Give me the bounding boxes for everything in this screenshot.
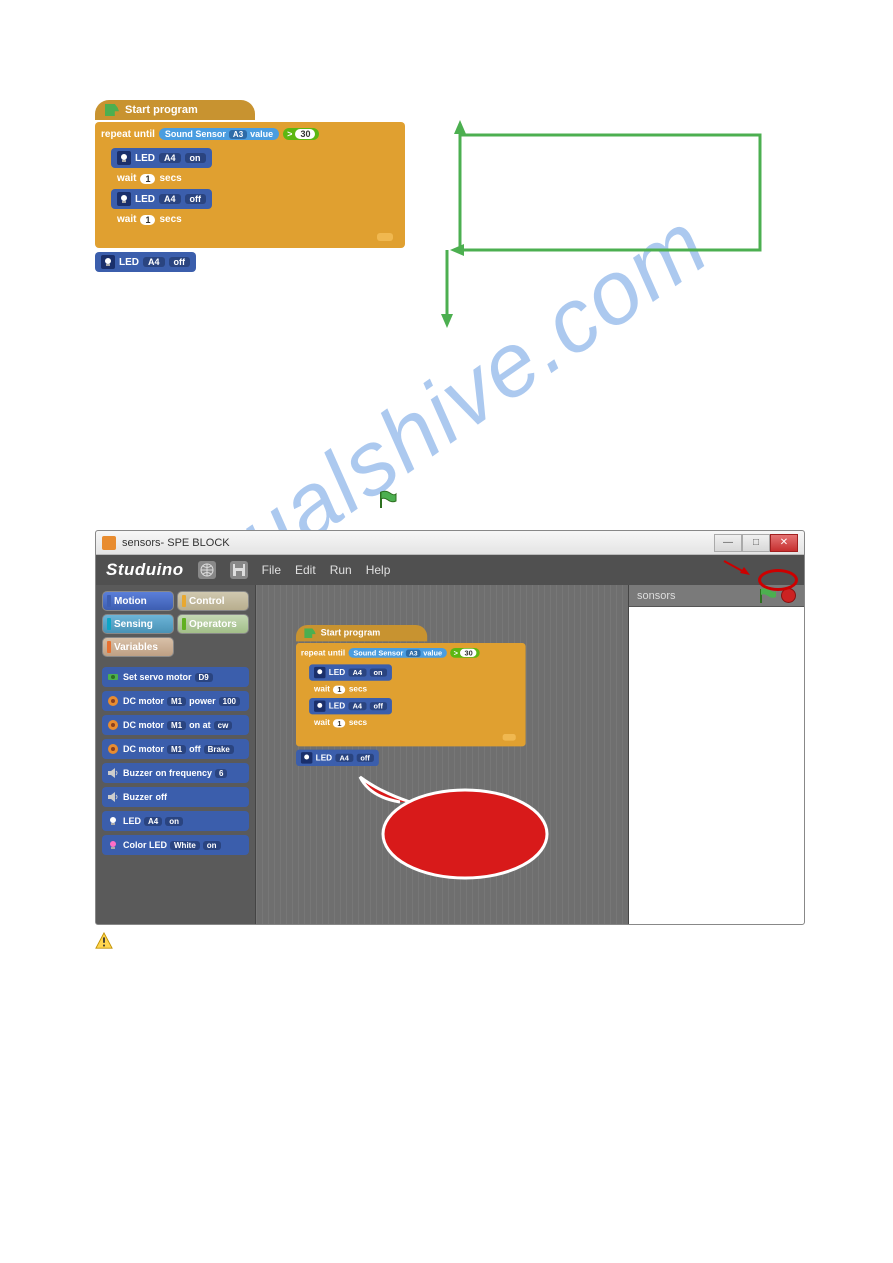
menu-help[interactable]: Help <box>366 563 391 577</box>
red-circle-annotation <box>758 569 798 591</box>
palette-block-5[interactable]: Buzzeroff <box>102 787 249 807</box>
cat-variables-label: Variables <box>114 642 158 653</box>
palette-block-2[interactable]: DC motorM1on atcw <box>102 715 249 735</box>
palette-block-3[interactable]: DC motorM1offBrake <box>102 739 249 759</box>
led-state-off: off <box>185 194 207 204</box>
save-icon[interactable] <box>230 561 248 579</box>
palette-block-0[interactable]: Set servo motorD9 <box>102 667 249 687</box>
minimize-button[interactable]: — <box>714 534 742 552</box>
led-off2[interactable]: LED A4 off <box>309 698 392 714</box>
cat-sensing-label: Sensing <box>114 619 153 630</box>
block-palette-panel: Motion Control Sensing Operators Variabl… <box>96 585 256 925</box>
speech-bubble <box>350 762 530 872</box>
menu-run[interactable]: Run <box>330 563 352 577</box>
loop-diagram <box>440 120 770 330</box>
cat-motion-label: Motion <box>114 596 147 607</box>
wait-block-1: wait 1 secs <box>111 170 188 187</box>
stage-panel: sonsors <box>629 585 804 925</box>
hat-start: Start program <box>95 100 255 120</box>
led-on-block: LED A4 on <box>111 148 212 168</box>
maximize-button[interactable]: □ <box>742 534 770 552</box>
c-foot2 <box>301 732 521 743</box>
wait-label2: wait <box>117 214 136 225</box>
wait-block-2: wait 1 secs <box>111 211 188 228</box>
cat-sensing[interactable]: Sensing <box>102 614 174 634</box>
c-block-foot <box>101 230 399 244</box>
hat-start2[interactable]: Start program <box>296 625 427 641</box>
threshold: 30 <box>295 129 315 139</box>
wait-val2: 1 <box>140 215 155 225</box>
compare-op2[interactable]: > 30 <box>450 648 480 658</box>
flag-icon <box>105 104 119 116</box>
palette-block-6[interactable]: LEDA4on <box>102 811 249 831</box>
sensor-name: Sound Sensor <box>165 129 226 139</box>
led-port: A4 <box>159 153 181 163</box>
toolbar: Studuino File Edit Run Help <box>96 555 804 585</box>
wait-val: 1 <box>140 174 155 184</box>
cat-variables[interactable]: Variables <box>102 637 174 657</box>
wait2-2[interactable]: wait 1 secs <box>309 716 372 730</box>
stage-label: sonsors <box>637 590 676 602</box>
palette-block-1[interactable]: DC motorM1power100 <box>102 691 249 711</box>
repeat-label: repeat until <box>101 129 155 140</box>
flag-icon <box>304 628 315 638</box>
led-label2: LED <box>135 194 155 205</box>
led-icon <box>314 667 325 678</box>
warning-icon <box>95 932 113 950</box>
led-off-block: LED A4 off <box>111 189 212 209</box>
user-script[interactable]: Start program repeat until Sound Sensor … <box>296 625 526 766</box>
wait-unit: secs <box>159 173 181 184</box>
cat-operators[interactable]: Operators <box>177 614 249 634</box>
category-grid: Motion Control Sensing Operators Variabl… <box>102 591 249 657</box>
flag-icon-inline <box>378 490 398 510</box>
logo: Studuino <box>106 560 184 580</box>
palette-block-4[interactable]: Buzzeron frequency6 <box>102 763 249 783</box>
app-icon <box>102 536 116 550</box>
sensor-port: A3 <box>229 130 247 139</box>
palette-list: Set servo motorD9 DC motorM1power100 DC mo… <box>102 667 249 855</box>
led-port2: A4 <box>159 194 181 204</box>
close-button[interactable]: ✕ <box>770 534 798 552</box>
cat-control-label: Control <box>189 596 225 607</box>
wait-unit2: secs <box>159 214 181 225</box>
gt-op: > <box>287 129 292 139</box>
menu-file[interactable]: File <box>262 563 281 577</box>
titlebar: sensors- SPE BLOCK — □ ✕ <box>96 531 804 555</box>
palette-block-7[interactable]: Color LEDWhiteon <box>102 835 249 855</box>
led-on2[interactable]: LED A4 on <box>309 664 391 680</box>
led-label3: LED <box>119 257 139 268</box>
sensor-reporter2[interactable]: Sound Sensor A3 value <box>348 648 447 658</box>
led-icon <box>117 151 131 165</box>
start-label2: Start program <box>321 628 381 638</box>
compare-op: > 30 <box>283 128 319 140</box>
led-icon <box>301 752 312 763</box>
final-led-off: LED A4 off <box>95 252 196 272</box>
sensor-value-label: value <box>250 129 273 139</box>
wait1-2[interactable]: wait 1 secs <box>309 682 372 696</box>
repeat-until-block2[interactable]: repeat until Sound Sensor A3 value > 30 <box>296 643 526 746</box>
cat-motion[interactable]: Motion <box>102 591 174 611</box>
globe-icon[interactable] <box>198 561 216 579</box>
repeat-until-block: repeat until Sound Sensor A3 value > 30 … <box>95 122 405 248</box>
led-state-off3: off <box>169 257 191 267</box>
led-icon <box>101 255 115 269</box>
cat-control[interactable]: Control <box>177 591 249 611</box>
wait-label: wait <box>117 173 136 184</box>
repeat-label2: repeat until <box>301 648 345 657</box>
led-state-on: on <box>185 153 206 163</box>
start-label: Start program <box>125 104 198 116</box>
led-icon <box>117 192 131 206</box>
window-title: sensors- SPE BLOCK <box>122 537 230 549</box>
menu-edit[interactable]: Edit <box>295 563 316 577</box>
red-arrow-annotation <box>722 559 752 579</box>
top-script-sample: Start program repeat until Sound Sensor … <box>95 100 405 272</box>
sensor-reporter: Sound Sensor A3 value <box>159 128 279 140</box>
led-icon <box>314 700 325 711</box>
cat-operators-label: Operators <box>189 619 237 630</box>
led-label: LED <box>135 153 155 164</box>
led-port3: A4 <box>143 257 165 267</box>
stage <box>629 607 804 925</box>
